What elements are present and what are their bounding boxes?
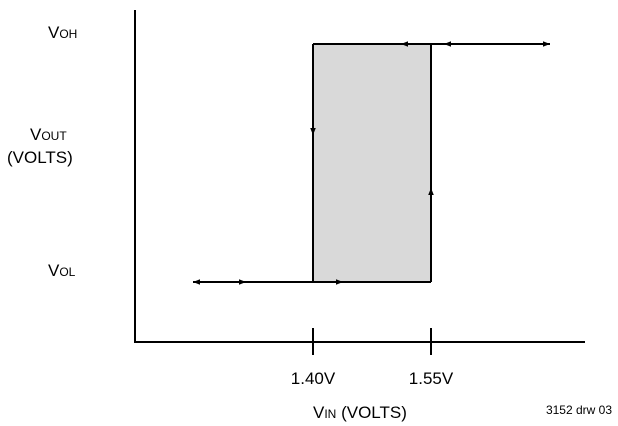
vin-axis-title: VIN (VOLTS) — [313, 403, 407, 422]
hysteresis-region — [313, 44, 431, 282]
voh-label: VOH — [48, 23, 77, 42]
vout-units-label: (VOLTS) — [7, 148, 73, 167]
vol-label: VOL — [48, 261, 76, 280]
drawing-reference: 3152 drw 03 — [546, 403, 612, 417]
x-tick-label-1-40: 1.40V — [291, 369, 336, 388]
vout-label: VOUT — [30, 125, 67, 144]
x-tick-label-1-55: 1.55V — [409, 369, 454, 388]
